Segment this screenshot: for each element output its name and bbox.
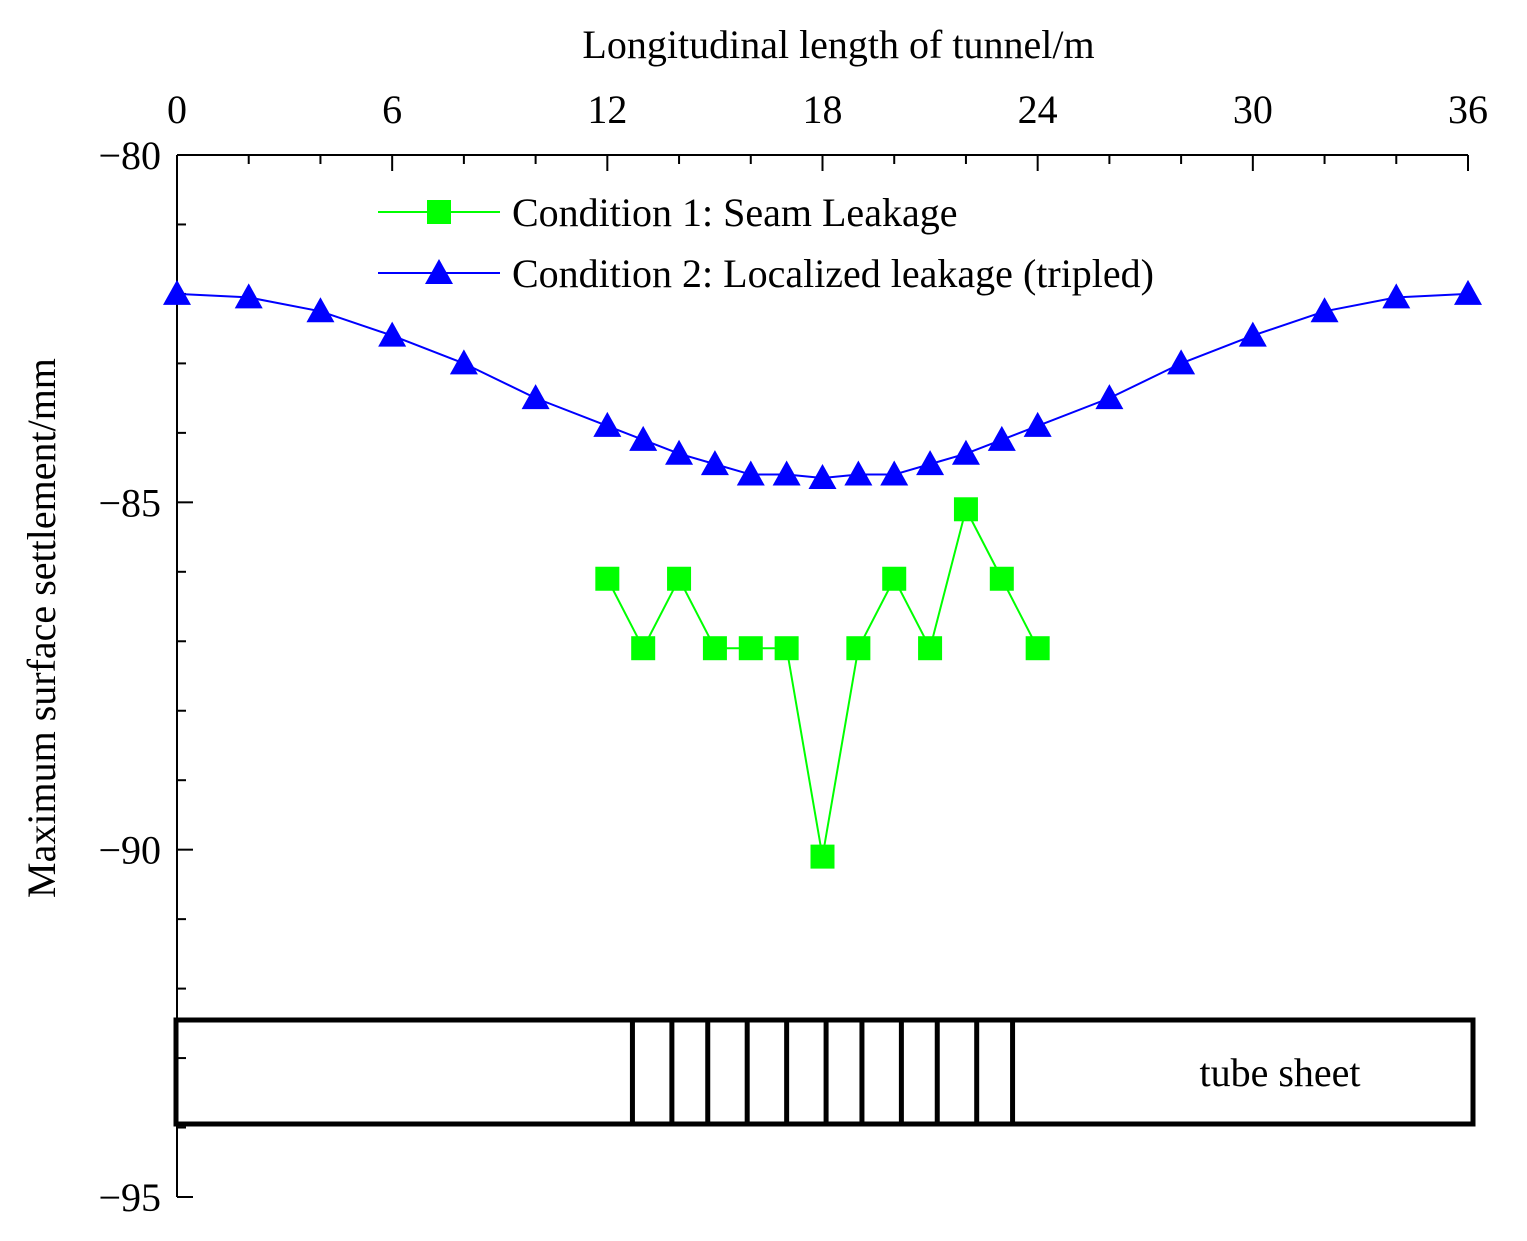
x-tick-label: 12	[587, 87, 627, 132]
series-2-point	[951, 439, 980, 465]
series-1-line	[606, 506, 1039, 857]
series-1-point	[595, 566, 620, 591]
series-2-point	[1023, 411, 1052, 437]
x-tick-label: 30	[1233, 87, 1273, 132]
series-2-point	[700, 450, 729, 476]
x-tick-label: 36	[1448, 87, 1488, 132]
series-1-point	[1025, 636, 1050, 661]
tube-sheet-label: tube sheet	[1199, 1050, 1360, 1095]
series-2-point	[1095, 384, 1124, 410]
y-tick-label: −80	[98, 133, 161, 178]
series-2-point	[306, 297, 335, 323]
legend-marker-2	[425, 259, 453, 284]
series-1-point	[882, 566, 907, 591]
series-1-point	[953, 497, 978, 522]
series-1-point	[810, 844, 835, 869]
y-tick-label: −85	[98, 480, 161, 525]
series-1-point	[918, 636, 943, 661]
x-tick-label: 6	[382, 87, 402, 132]
tube-sheet-annotation: tube sheet	[173, 1017, 1476, 1127]
series-1-point	[667, 566, 692, 591]
x-tick-label: 18	[803, 87, 843, 132]
axes: 0 6 12 18 24 30 36 −80 −85 −90 −95 Longitudinal len…	[19, 22, 1488, 1220]
x-axis-title: Longitudinal length of tunnel/m	[582, 22, 1094, 67]
legend: Condition 1: Seam Leakage Condition 2: Lo…	[378, 190, 1154, 296]
series-2-point	[665, 439, 694, 465]
series-2-point	[1310, 297, 1339, 323]
series-2-point	[449, 349, 478, 375]
series-2-point	[593, 411, 622, 437]
series-2-point	[521, 384, 550, 410]
y-axis-title: Maximum surface settlement/mm	[19, 358, 64, 898]
series-2-point	[808, 464, 837, 490]
x-tick-label: 24	[1018, 87, 1058, 132]
legend-marker-1	[427, 200, 451, 224]
x-tick-label: 0	[167, 87, 187, 132]
series-2-point	[1238, 321, 1267, 347]
series-2-point	[163, 279, 191, 305]
series-1-point	[989, 566, 1014, 591]
series-2-point	[378, 321, 407, 347]
series-layer	[163, 279, 1482, 869]
series-2-point	[629, 425, 658, 451]
series-2-point	[1382, 283, 1411, 309]
series-2-point	[234, 283, 263, 309]
series-2-point	[844, 460, 873, 486]
series-1-point	[774, 636, 799, 661]
series-2-point	[736, 460, 765, 486]
series-1-point	[738, 636, 763, 661]
series-2-point	[772, 460, 801, 486]
series-1-point	[702, 636, 727, 661]
series-2-point	[987, 425, 1016, 451]
series-1-point	[631, 636, 656, 661]
legend-label-1: Condition 1: Seam Leakage	[512, 190, 957, 235]
legend-label-2: Condition 2: Localized leakage (tripled)	[512, 251, 1154, 296]
series-2-point	[916, 450, 945, 476]
series-2-point	[880, 460, 909, 486]
series-2-point	[1454, 279, 1482, 305]
series-2-point	[1167, 349, 1196, 375]
series-1-point	[846, 636, 871, 661]
y-tick-label: −95	[98, 1175, 161, 1220]
y-tick-label: −90	[98, 828, 161, 873]
series-2-line	[176, 292, 1469, 480]
